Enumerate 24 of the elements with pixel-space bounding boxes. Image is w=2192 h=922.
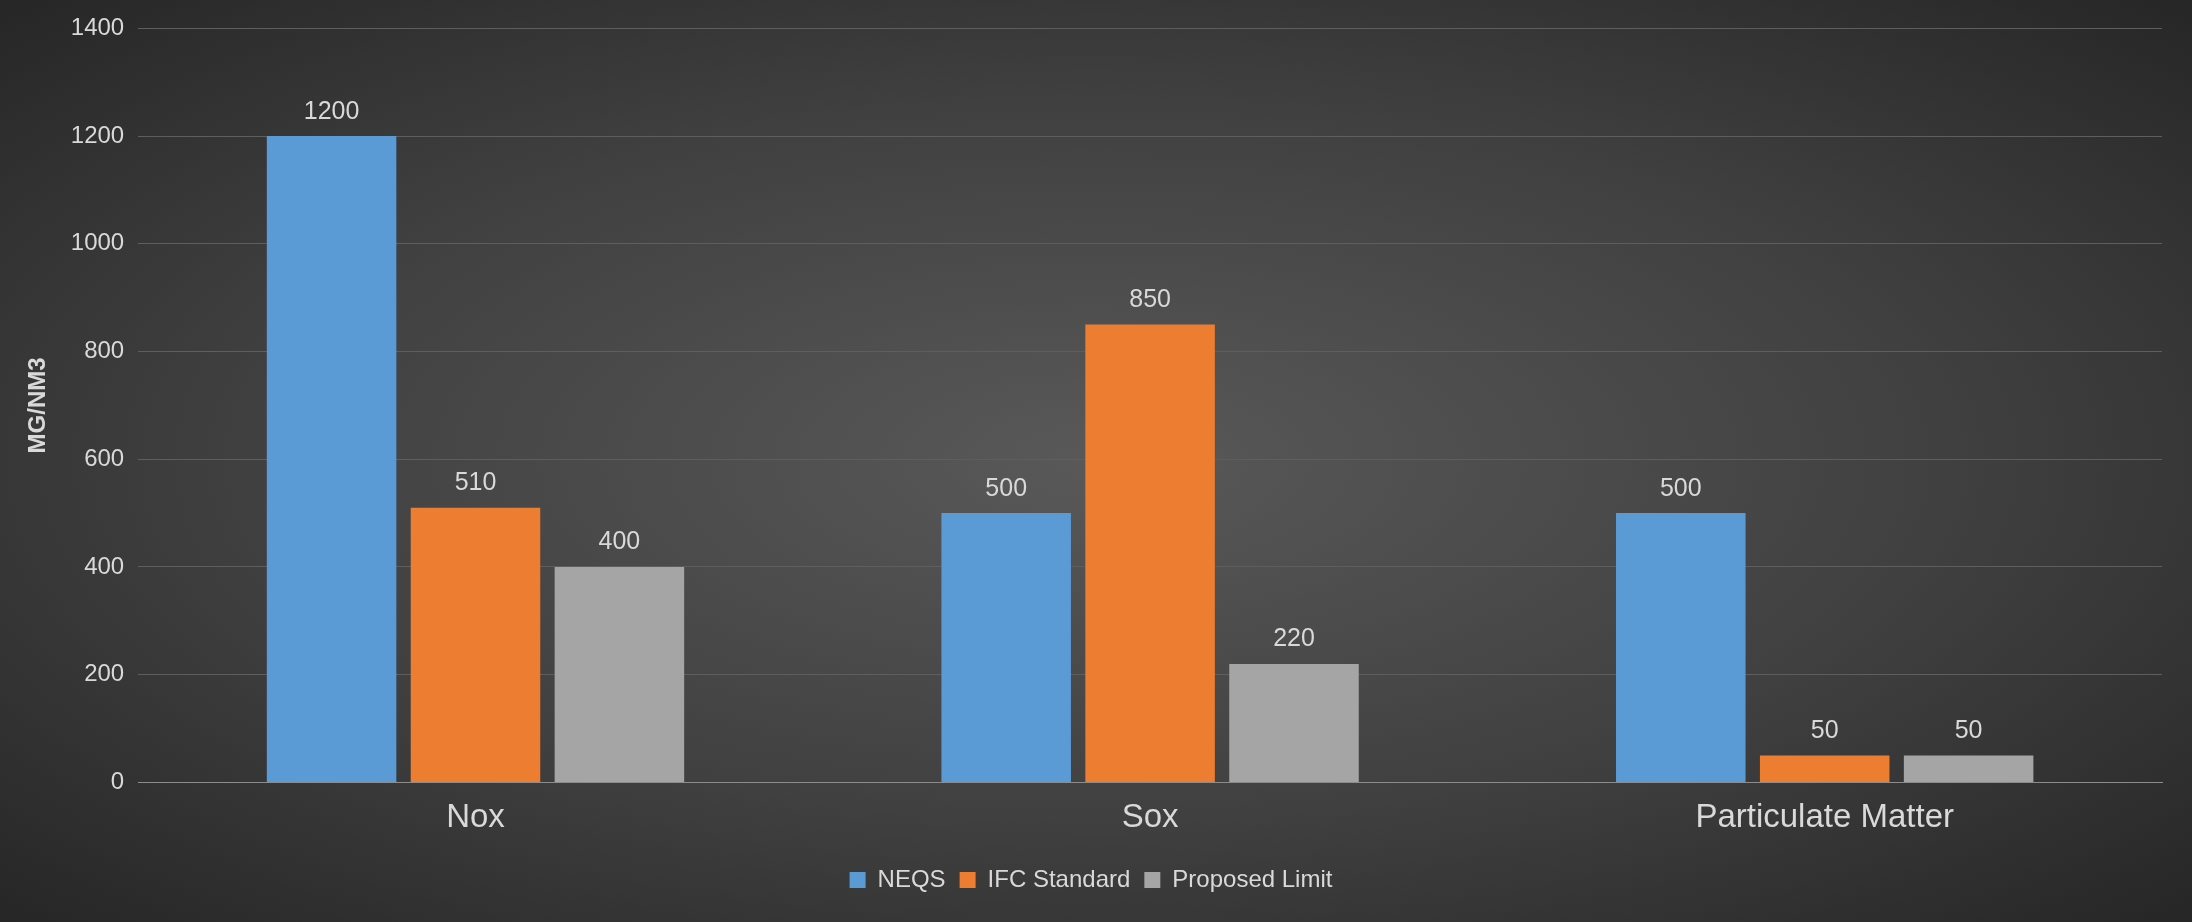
- y-tick-label: 1200: [70, 120, 125, 148]
- y-tick-label: 600: [84, 443, 125, 471]
- y-tick-label: 0: [110, 767, 125, 795]
- y-tick-label: 200: [84, 659, 125, 687]
- y-axis-title: MG/NM3: [23, 357, 51, 454]
- data-label: 1200: [303, 95, 360, 124]
- data-label: 500: [985, 472, 1028, 501]
- y-tick-label: 1400: [70, 13, 125, 41]
- data-label: 50: [1954, 714, 1983, 743]
- legend-label: NEQS: [877, 864, 946, 892]
- data-label: 510: [454, 467, 497, 496]
- legend-label: Proposed Limit: [1172, 864, 1333, 892]
- y-tick-label: 400: [84, 551, 125, 579]
- y-tick-label: 1000: [70, 228, 125, 256]
- legend-label: IFC Standard: [987, 864, 1131, 892]
- x-tick-label: Nox: [446, 797, 506, 835]
- data-label: 500: [1659, 472, 1702, 501]
- x-tick-label: Particulate Matter: [1695, 797, 1955, 835]
- data-label: 850: [1129, 284, 1171, 312]
- data-label: 50: [1810, 714, 1839, 743]
- x-tick-label: Sox: [1121, 797, 1180, 835]
- data-label: 400: [598, 526, 641, 555]
- y-tick-label: 800: [84, 336, 125, 364]
- data-label: 220: [1273, 623, 1315, 652]
